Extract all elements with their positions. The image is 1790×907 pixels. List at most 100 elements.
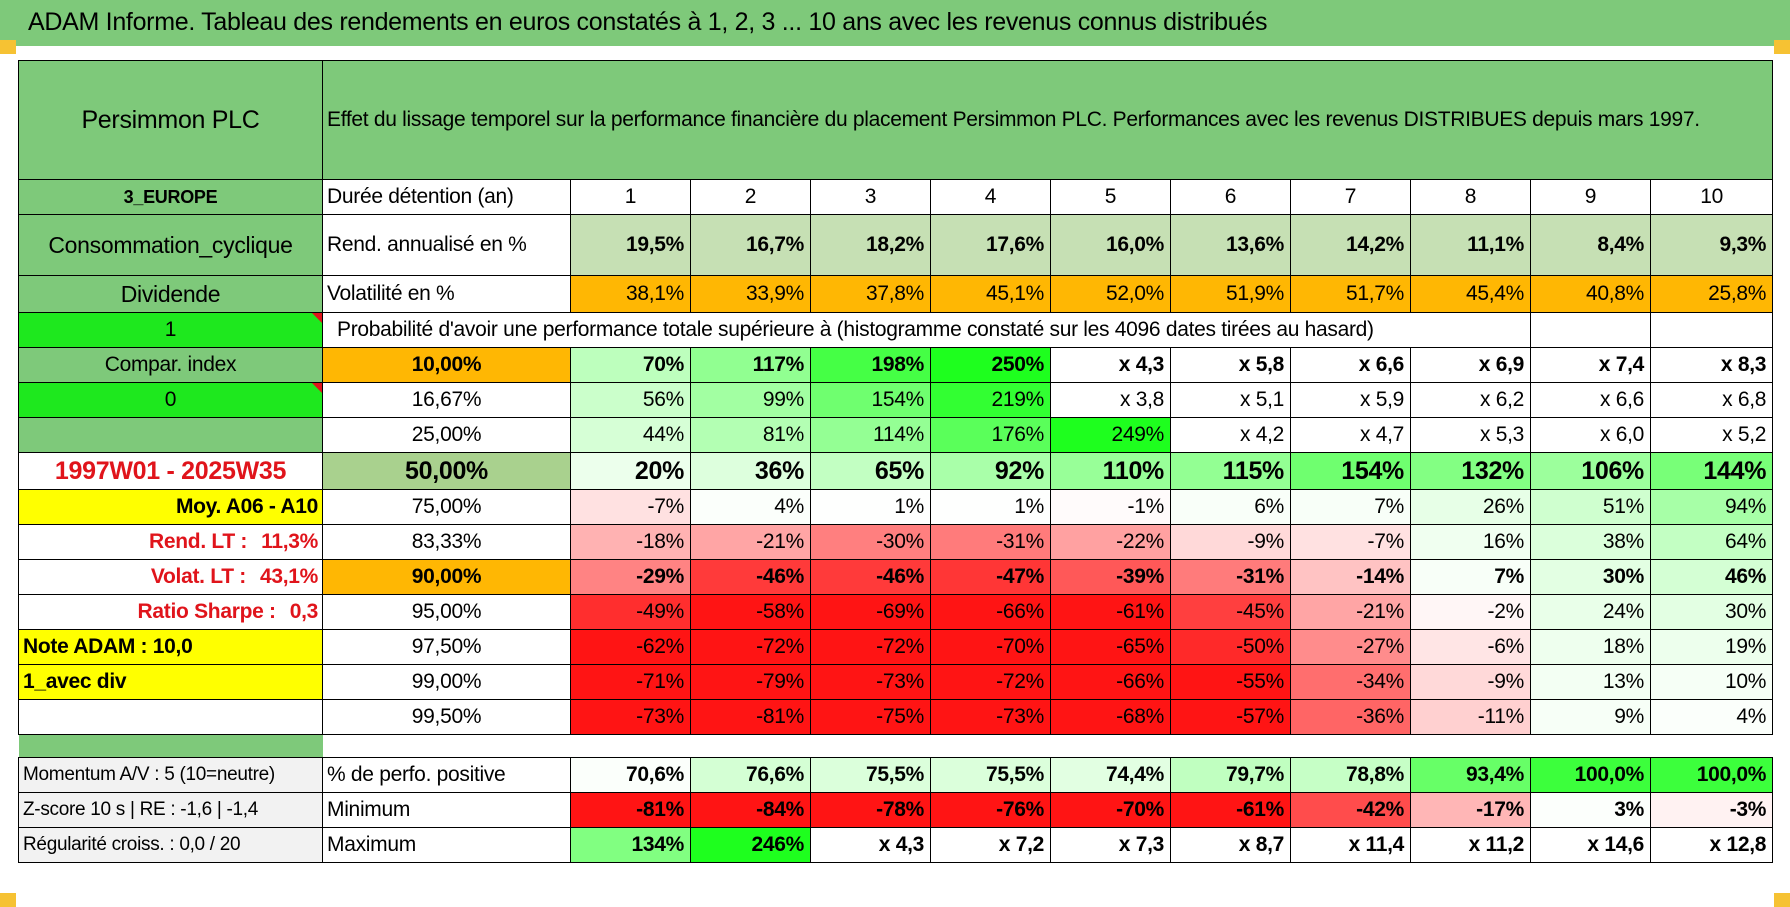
probability-value: -46% (810, 559, 931, 595)
corner-marker (1774, 40, 1790, 54)
probability-value: -72% (690, 629, 811, 665)
positive-performance-value: 93,4% (1410, 757, 1531, 793)
volatility-value: 37,8% (810, 275, 931, 313)
probability-value: 16% (1410, 524, 1531, 560)
probability-value: 198% (810, 347, 931, 383)
year-header: 3 (810, 179, 931, 215)
probability-value: 51% (1530, 489, 1651, 525)
probability-value: x 5,9 (1290, 382, 1411, 418)
probability-value: 65% (810, 452, 931, 490)
separator-blank (323, 735, 1773, 758)
sharpe-ratio-value: 0,3 (289, 600, 319, 623)
annualized-return-value: 11,1% (1410, 214, 1531, 276)
positive-performance-value: 75,5% (810, 757, 931, 793)
probability-value: 154% (810, 382, 931, 418)
income-type-label: Dividende (18, 275, 323, 313)
probability-row: Compar. index 10,00% 70% 117% 198% 250% x 4,3 x… (18, 347, 1774, 383)
adam-score: Note ADAM : 10,0 (18, 629, 323, 665)
probability-value: 144% (1649, 452, 1774, 490)
separator-green (18, 734, 323, 758)
performance-table: Persimmon PLC Effet du lissage temporel s… (18, 60, 1774, 863)
probability-value: -79% (690, 664, 811, 700)
annualized-return-row: Consommation_cyclique Rend. annualisé en … (18, 214, 1774, 276)
volatility-row: Dividende Volatilité en % 38,1% 33,9% 37,8% 4… (18, 275, 1774, 313)
sharpe-ratio-label: Ratio Sharpe : (137, 600, 276, 623)
probability-value: -47% (930, 559, 1051, 595)
minimum-value: -78% (810, 792, 931, 828)
probability-value: -49% (570, 594, 691, 630)
probability-value: -31% (930, 524, 1051, 560)
report-title: ADAM Informe. Tableau des rendements en … (28, 8, 1268, 36)
probability-threshold: 50,00% (322, 452, 571, 490)
annualized-return-value: 13,6% (1170, 214, 1291, 276)
probability-threshold: 16,67% (322, 382, 571, 418)
probability-value: 20% (570, 452, 691, 490)
probability-value: x 5,3 (1410, 417, 1531, 453)
probability-value: -30% (810, 524, 931, 560)
probability-value: 1% (810, 489, 931, 525)
probability-value: -7% (1290, 524, 1411, 560)
minimum-value: -3% (1649, 792, 1774, 828)
probability-value: 219% (930, 382, 1051, 418)
annualized-return-value: 9,3% (1649, 214, 1774, 276)
probability-value: -27% (1290, 629, 1411, 665)
separator-row (18, 734, 1773, 758)
flag-value-1: 1 (18, 312, 323, 348)
positive-performance-value: 79,7% (1170, 757, 1291, 793)
probability-value: -46% (690, 559, 811, 595)
probability-threshold: 75,00% (322, 489, 571, 525)
long-term-volatility-label: Volat. LT : (150, 565, 246, 588)
probability-value: -72% (930, 664, 1051, 700)
maximum-value: x 12,8 (1649, 827, 1774, 863)
performance-sheet: Persimmon PLC Effet du lissage temporel s… (18, 60, 1774, 863)
positive-performance-label: % de perfo. positive (322, 757, 571, 793)
probability-row: 99,50% -73% -81% -75% -73% -68% -57% -36% -11% 9%… (18, 699, 1774, 735)
maximum-value: x 4,3 (810, 827, 931, 863)
long-term-return-label: Rend. LT : (149, 530, 248, 553)
probability-value: 250% (930, 347, 1051, 383)
minimum-value: -17% (1410, 792, 1531, 828)
minimum-value: 3% (1530, 792, 1651, 828)
probability-value: x 3,8 (1050, 382, 1171, 418)
minimum-value: -76% (930, 792, 1051, 828)
minimum-value: -84% (690, 792, 811, 828)
probability-value: 176% (930, 417, 1051, 453)
zscore-label: Z-score 10 s | RE : -1,6 | -1,4 (18, 792, 323, 828)
empty-cell (18, 699, 323, 735)
year-header: 6 (1170, 179, 1291, 215)
probability-value: -29% (570, 559, 691, 595)
probability-row: 1_avec div 99,00% -71% -79% -73% -72% -66% -55%… (18, 664, 1774, 700)
probability-value: 30% (1530, 559, 1651, 595)
probability-row: Volat. LT :43,1% 90,00% -29% -46% -46% -47% -3… (18, 559, 1774, 595)
flag-value-0: 0 (18, 382, 323, 418)
volatility-value: 45,4% (1410, 275, 1531, 313)
probability-value: 99% (690, 382, 811, 418)
long-term-return-value: 11,3% (261, 530, 318, 553)
empty-cell (1649, 312, 1774, 348)
probability-value: -66% (1050, 664, 1171, 700)
probability-value: -14% (1290, 559, 1411, 595)
probability-value: -61% (1050, 594, 1171, 630)
probability-value: 154% (1290, 452, 1411, 490)
volatility-value: 51,7% (1290, 275, 1411, 313)
year-header: 10 (1649, 179, 1774, 215)
probability-value: -45% (1170, 594, 1291, 630)
probability-value: -55% (1170, 664, 1291, 700)
probability-value: 4% (1649, 699, 1774, 735)
year-header: 9 (1530, 179, 1651, 215)
probability-value: -73% (930, 699, 1051, 735)
maximum-value: x 7,2 (930, 827, 1051, 863)
probability-value: -34% (1290, 664, 1411, 700)
probability-value: -72% (810, 629, 931, 665)
probability-value: -18% (570, 524, 691, 560)
probability-row: Note ADAM : 10,0 97,50% -62% -72% -72% -70% -6… (18, 629, 1774, 665)
minimum-value: -81% (570, 792, 691, 828)
probability-value: -6% (1410, 629, 1531, 665)
probability-value: x 4,7 (1290, 417, 1411, 453)
probability-header-row: 1 Probabilité d'avoir une performance tot… (18, 312, 1774, 348)
probability-value: 44% (570, 417, 691, 453)
probability-value: 81% (690, 417, 811, 453)
probability-threshold: 95,00% (322, 594, 571, 630)
asset-name: Persimmon PLC (18, 60, 323, 180)
probability-value: x 4,3 (1050, 347, 1171, 383)
